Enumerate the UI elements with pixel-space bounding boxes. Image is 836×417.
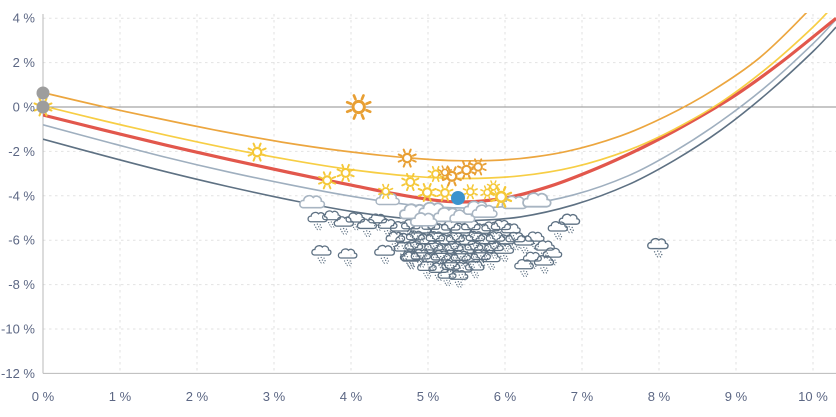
x-tick-label: 9 %	[725, 389, 748, 404]
cloud-icon	[299, 194, 326, 209]
x-tick-label: 5 %	[417, 389, 440, 404]
rain-cloud-icon	[534, 256, 553, 274]
y-tick-labels: 4 % 2 % 0 % -2 % -4 % -6 % -8 % -10 % -12 %	[1, 11, 35, 381]
rain-cloud-icon	[515, 260, 533, 277]
x-tick-label: 0 %	[32, 389, 55, 404]
x-tick-label: 1 %	[109, 389, 132, 404]
curve-orange-curve	[43, 13, 808, 162]
cloud-icon	[522, 192, 552, 208]
x-tick-labels: 0 % 1 % 2 % 3 % 4 % 5 % 6 % 7 % 8 % 9 % 10 %	[32, 389, 828, 404]
gray-dot-marker	[36, 100, 50, 114]
blue-dot-marker	[451, 191, 465, 205]
gridlines	[43, 14, 836, 374]
rain-cloud-icon	[346, 213, 364, 230]
rain-cloud-icon	[312, 246, 331, 264]
y-tick-label: -2 %	[8, 144, 35, 159]
y-tick-label: 0 %	[13, 100, 36, 115]
y-tick-label: -12 %	[1, 366, 35, 381]
sun-icon	[436, 184, 454, 202]
x-tick-label: 6 %	[494, 389, 517, 404]
gray-dot-marker	[36, 86, 50, 100]
rain-cloud-icon	[466, 261, 484, 278]
rain-cloud-icon	[434, 244, 454, 262]
rain-cloud-icon	[559, 214, 579, 233]
rain-cloud-icon	[535, 241, 554, 259]
curve-dark-slate-curve	[43, 26, 836, 222]
curve-light-slate-curve	[43, 18, 836, 209]
y-tick-label: -4 %	[8, 188, 35, 203]
y-tick-label: 4 %	[13, 11, 36, 26]
x-tick-label: 8 %	[648, 389, 671, 404]
x-tick-label: 3 %	[263, 389, 286, 404]
rain-cloud-icon	[375, 246, 395, 264]
x-tick-label: 4 %	[340, 389, 363, 404]
x-tick-label: 10 %	[798, 389, 828, 404]
rain-cloud-icon	[648, 239, 668, 258]
y-tick-label: -10 %	[1, 322, 35, 337]
y-tick-label: -6 %	[8, 233, 35, 248]
y-tick-label: -8 %	[8, 277, 35, 292]
curve-yellow-curve	[43, 13, 828, 180]
rain-cloud-layer	[308, 211, 668, 287]
rain-cloud-icon	[514, 236, 533, 254]
rain-cloud-icon	[494, 244, 513, 262]
rain-cloud-icon	[400, 251, 419, 269]
rain-cloud-icon	[379, 219, 397, 236]
rain-cloud-icon	[357, 219, 376, 237]
sun-icon	[462, 184, 478, 200]
x-tick-label: 7 %	[571, 389, 594, 404]
x-tick-label: 2 %	[186, 389, 209, 404]
rain-cloud-icon	[334, 217, 353, 235]
y-tick-label: 2 %	[13, 55, 36, 70]
curves	[43, 13, 836, 222]
rain-cloud-icon	[394, 242, 413, 260]
curve-red-curve	[43, 16, 836, 204]
rain-cloud-icon	[338, 249, 356, 266]
